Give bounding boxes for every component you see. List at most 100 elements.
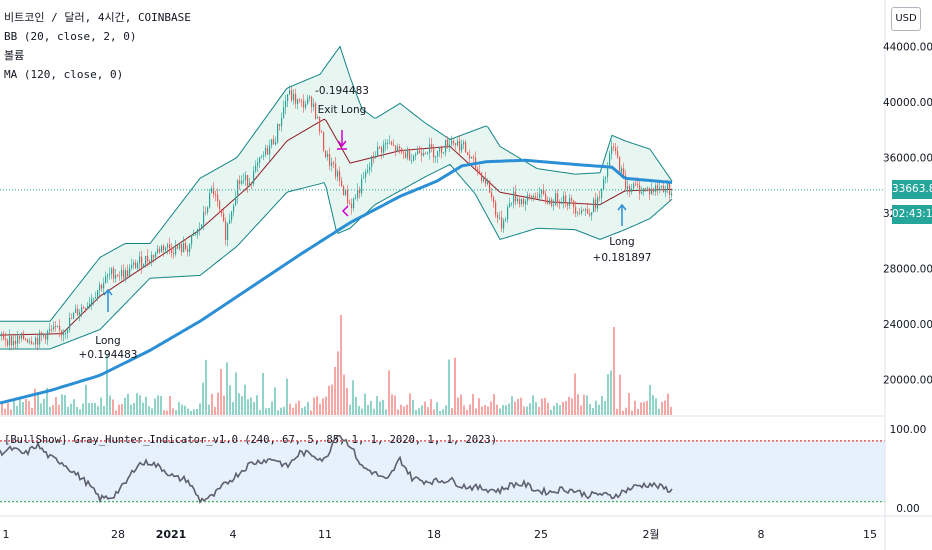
candle-body <box>25 339 27 341</box>
legend-bb[interactable]: BB (20, close, 2, 0) <box>4 30 137 43</box>
candle-body <box>107 274 109 277</box>
volume-bar <box>562 402 564 415</box>
long-arrow-icon <box>103 288 113 312</box>
volume-bar <box>592 407 594 415</box>
volume-bar <box>358 406 360 415</box>
volume-bar <box>286 378 288 415</box>
candle-body <box>413 155 415 161</box>
volume-bar <box>259 410 261 415</box>
volume-bar <box>28 400 30 415</box>
legend-ma[interactable]: MA (120, close, 0) <box>4 68 124 81</box>
candle-body <box>35 337 37 345</box>
candle-body <box>77 308 79 315</box>
volume-bar <box>262 372 264 415</box>
candle-body <box>125 270 127 279</box>
candle-body <box>511 203 513 204</box>
candle-body <box>335 163 337 177</box>
candle-body <box>381 147 383 153</box>
candle-body <box>625 175 627 190</box>
volume-bar <box>460 394 462 415</box>
candle-body <box>661 185 663 188</box>
volume-bar <box>25 398 27 415</box>
volume-bar <box>202 382 204 415</box>
trade-label-long-2: Long <box>609 236 634 248</box>
candle-body <box>633 183 635 189</box>
candle-body <box>199 228 201 230</box>
candle-body <box>485 178 487 185</box>
candle-body <box>635 183 637 185</box>
volume-bar <box>196 409 198 415</box>
candle-body <box>623 168 625 176</box>
volume-bar <box>271 401 273 415</box>
candle-body <box>363 177 365 179</box>
indicator-legend[interactable]: [BullShow] Gray_Hunter_Indicator_v1.0 (2… <box>4 434 498 446</box>
volume-bar <box>535 402 537 415</box>
volume-bar <box>370 400 372 415</box>
candle-body <box>469 155 471 159</box>
volume-bar <box>199 403 201 415</box>
volume-bar <box>361 408 363 415</box>
candle-body <box>317 117 319 119</box>
candle-body <box>435 156 437 158</box>
y-tick-label: 20000.00 <box>883 375 932 387</box>
x-tick-label: 2021 <box>156 528 187 541</box>
candle-body <box>37 337 39 345</box>
candle-body <box>507 206 509 220</box>
candle-body <box>123 270 125 279</box>
candle-body <box>455 143 457 145</box>
volume-bar <box>184 405 186 415</box>
volume-bar <box>604 401 606 415</box>
candle-body <box>219 201 221 210</box>
candle-body <box>433 147 435 158</box>
candle-body <box>33 343 35 345</box>
candle-body <box>395 145 397 153</box>
candle-body <box>75 308 77 313</box>
candle-body <box>669 183 671 195</box>
volume-bar <box>601 396 603 415</box>
candle-body <box>595 199 597 209</box>
candle-body <box>589 213 591 216</box>
volume-bar <box>424 401 426 415</box>
volume-bar <box>463 405 465 415</box>
candle-body <box>215 194 217 196</box>
candle-body <box>311 96 313 108</box>
volume-bar <box>157 395 159 415</box>
candle-body <box>557 193 559 204</box>
candle-body <box>451 140 453 145</box>
volume-bar <box>298 400 300 415</box>
candle-body <box>307 98 309 105</box>
candle-body <box>353 198 355 209</box>
candle-body <box>169 244 171 249</box>
candle-body <box>653 188 655 192</box>
volume-bar <box>466 409 468 415</box>
candle-body <box>575 207 577 214</box>
trade-label-exit-long: Exit Long <box>318 104 367 116</box>
candle-body <box>69 318 71 330</box>
candle-body <box>209 192 211 208</box>
candle-body <box>155 252 157 258</box>
candle-body <box>119 275 121 277</box>
candle-body <box>9 336 11 346</box>
bb-upper-line <box>0 45 673 322</box>
candle-body <box>629 186 631 192</box>
legend-symbol-title[interactable]: 비트코인 / 달러, 4시간, COINBASE <box>4 11 191 24</box>
candle-body <box>549 199 551 204</box>
candle-body <box>663 185 665 193</box>
volume-bar <box>274 387 276 415</box>
candle-body <box>1 333 3 336</box>
candle-body <box>137 263 139 268</box>
candle-body <box>617 151 619 158</box>
volume-bar <box>418 408 420 415</box>
candle-body <box>459 140 461 151</box>
candle-body <box>195 233 197 235</box>
volume-bar <box>508 403 510 415</box>
volume-bar <box>169 396 171 415</box>
candle-body <box>93 298 95 300</box>
candle-body <box>315 103 317 119</box>
legend-volume[interactable]: 볼륨 <box>4 49 25 62</box>
volume-bar <box>154 398 156 415</box>
currency-button[interactable]: USD <box>891 7 921 31</box>
volume-bar <box>472 393 474 415</box>
volume-bar <box>625 407 627 415</box>
